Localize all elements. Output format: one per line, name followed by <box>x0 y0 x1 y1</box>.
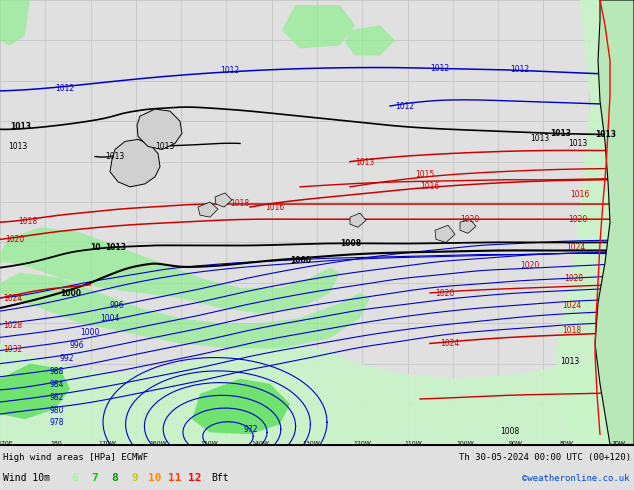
Text: 1008: 1008 <box>340 240 361 248</box>
Text: 992: 992 <box>60 354 75 363</box>
Text: 1013: 1013 <box>105 244 126 252</box>
Polygon shape <box>137 109 182 149</box>
Text: 160W: 160W <box>150 441 167 446</box>
Text: 1012: 1012 <box>220 66 239 74</box>
Text: 1018: 1018 <box>18 217 37 226</box>
Text: 1013: 1013 <box>568 140 587 148</box>
Text: Th 30-05-2024 00:00 UTC (00+120): Th 30-05-2024 00:00 UTC (00+120) <box>459 453 631 462</box>
Text: 80W: 80W <box>560 441 574 446</box>
Text: 1016: 1016 <box>420 182 439 191</box>
Text: 110W: 110W <box>404 441 422 446</box>
Polygon shape <box>198 202 218 217</box>
Text: 978: 978 <box>50 417 65 427</box>
Polygon shape <box>595 0 634 444</box>
Polygon shape <box>435 225 455 243</box>
Text: 11: 11 <box>168 473 182 483</box>
Text: Wind 10m: Wind 10m <box>3 473 50 483</box>
Text: 996: 996 <box>110 300 125 310</box>
Polygon shape <box>0 0 30 46</box>
Text: 1024: 1024 <box>562 301 581 310</box>
Text: 1015: 1015 <box>415 170 434 179</box>
Text: 170E: 170E <box>0 441 13 446</box>
Text: 10: 10 <box>148 473 162 483</box>
Text: 1020: 1020 <box>435 289 454 298</box>
Polygon shape <box>282 5 355 49</box>
Text: 1013: 1013 <box>530 134 549 144</box>
Text: 1018: 1018 <box>562 326 581 335</box>
Text: 70W: 70W <box>611 441 625 446</box>
Text: 1012: 1012 <box>510 65 529 74</box>
Polygon shape <box>350 213 366 227</box>
Text: 1008: 1008 <box>500 427 519 436</box>
Text: 1020: 1020 <box>568 215 587 224</box>
Text: 1020: 1020 <box>5 235 24 245</box>
Text: 1016: 1016 <box>570 190 589 199</box>
Text: 1004: 1004 <box>100 314 119 323</box>
Text: 1013: 1013 <box>595 130 616 139</box>
Text: 6: 6 <box>72 473 79 483</box>
Polygon shape <box>192 379 290 434</box>
Text: 984: 984 <box>50 380 65 390</box>
Text: 1000: 1000 <box>80 328 100 337</box>
Text: 1013: 1013 <box>550 129 571 138</box>
Polygon shape <box>345 25 395 55</box>
Text: Bft: Bft <box>211 473 229 483</box>
Text: 1012: 1012 <box>55 84 74 93</box>
Text: 8: 8 <box>112 473 119 483</box>
Text: 1020: 1020 <box>520 261 540 270</box>
Polygon shape <box>460 219 476 233</box>
Text: 90W: 90W <box>509 441 523 446</box>
Text: 1013: 1013 <box>355 158 374 167</box>
Text: ©weatheronline.co.uk: ©weatheronline.co.uk <box>522 474 630 483</box>
Text: 988: 988 <box>50 367 65 376</box>
Text: 100W: 100W <box>456 441 474 446</box>
Text: 982: 982 <box>50 393 65 402</box>
Polygon shape <box>555 0 634 444</box>
Text: 170W: 170W <box>98 441 116 446</box>
Text: 9: 9 <box>132 473 138 483</box>
Text: 1028: 1028 <box>3 321 22 330</box>
Text: 1020: 1020 <box>460 215 479 224</box>
Text: 120W: 120W <box>354 441 372 446</box>
Text: 1000: 1000 <box>290 256 311 265</box>
Text: 972: 972 <box>243 425 257 434</box>
Text: 1018: 1018 <box>230 199 249 208</box>
Text: 1028: 1028 <box>564 274 583 283</box>
Text: 180: 180 <box>50 441 62 446</box>
Text: 1013: 1013 <box>560 357 579 366</box>
Text: 996: 996 <box>70 341 84 350</box>
Text: High wind areas [HPa] ECMWF: High wind areas [HPa] ECMWF <box>3 453 148 462</box>
Text: 7: 7 <box>92 473 98 483</box>
Text: 12: 12 <box>188 473 202 483</box>
Text: 1013: 1013 <box>8 143 27 151</box>
Polygon shape <box>0 364 70 419</box>
Text: 1013: 1013 <box>10 122 31 131</box>
Text: 130W: 130W <box>302 441 320 446</box>
Text: 150W: 150W <box>200 441 218 446</box>
Polygon shape <box>0 273 370 348</box>
Text: 980: 980 <box>50 406 65 415</box>
Text: 1013: 1013 <box>105 151 124 161</box>
Text: 10: 10 <box>90 244 101 252</box>
Text: 1012: 1012 <box>395 102 414 111</box>
Polygon shape <box>110 139 160 187</box>
Text: 1013: 1013 <box>155 143 174 151</box>
Text: 1024: 1024 <box>3 294 22 303</box>
Text: 140W: 140W <box>252 441 269 446</box>
Polygon shape <box>0 298 634 444</box>
Text: 1024: 1024 <box>566 244 585 252</box>
Text: 1012: 1012 <box>430 64 449 73</box>
Text: 1032: 1032 <box>3 344 22 353</box>
Text: 1024: 1024 <box>440 340 459 348</box>
Polygon shape <box>215 193 232 207</box>
Polygon shape <box>0 227 340 313</box>
Text: 1000: 1000 <box>60 289 81 298</box>
Text: 1016: 1016 <box>265 203 284 212</box>
